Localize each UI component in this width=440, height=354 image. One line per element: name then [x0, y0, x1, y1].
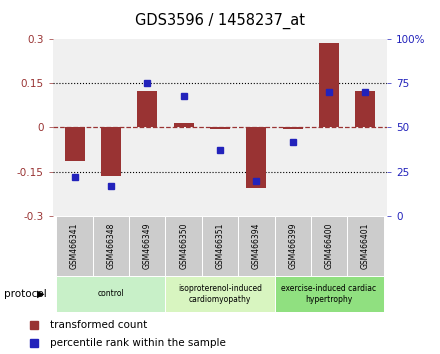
Bar [319, 44, 339, 127]
Text: ▶: ▶ [37, 289, 45, 299]
Text: protocol: protocol [4, 289, 47, 299]
Text: GDS3596 / 1458237_at: GDS3596 / 1458237_at [135, 12, 305, 29]
Text: GSM466394: GSM466394 [252, 223, 261, 269]
Bar [129, 216, 165, 276]
Bar [65, 127, 84, 161]
Bar [93, 216, 129, 276]
Bar [275, 276, 384, 312]
Bar [210, 127, 230, 129]
Bar [283, 127, 303, 129]
Text: exercise-induced cardiac
hypertrophy: exercise-induced cardiac hypertrophy [282, 284, 377, 303]
Text: isoproterenol-induced
cardiomyopathy: isoproterenol-induced cardiomyopathy [178, 284, 262, 303]
Bar [165, 216, 202, 276]
Bar [101, 127, 121, 176]
Text: percentile rank within the sample: percentile rank within the sample [50, 338, 226, 348]
Text: GSM466400: GSM466400 [325, 223, 334, 269]
Bar [356, 91, 375, 127]
Text: GSM466341: GSM466341 [70, 223, 79, 269]
Bar [165, 276, 275, 312]
Text: GSM466351: GSM466351 [216, 223, 224, 269]
Text: GSM466348: GSM466348 [106, 223, 115, 269]
Bar [347, 216, 384, 276]
Bar [56, 276, 165, 312]
Bar [174, 123, 194, 127]
Text: GSM466349: GSM466349 [143, 223, 152, 269]
Bar [56, 216, 93, 276]
Bar [275, 216, 311, 276]
Bar [311, 216, 347, 276]
Text: GSM466350: GSM466350 [179, 223, 188, 269]
Text: GSM466399: GSM466399 [288, 223, 297, 269]
Bar [246, 127, 266, 188]
Text: control: control [98, 289, 125, 298]
Bar [238, 216, 275, 276]
Bar [137, 91, 158, 127]
Bar [202, 216, 238, 276]
Text: GSM466401: GSM466401 [361, 223, 370, 269]
Text: transformed count: transformed count [50, 320, 147, 330]
